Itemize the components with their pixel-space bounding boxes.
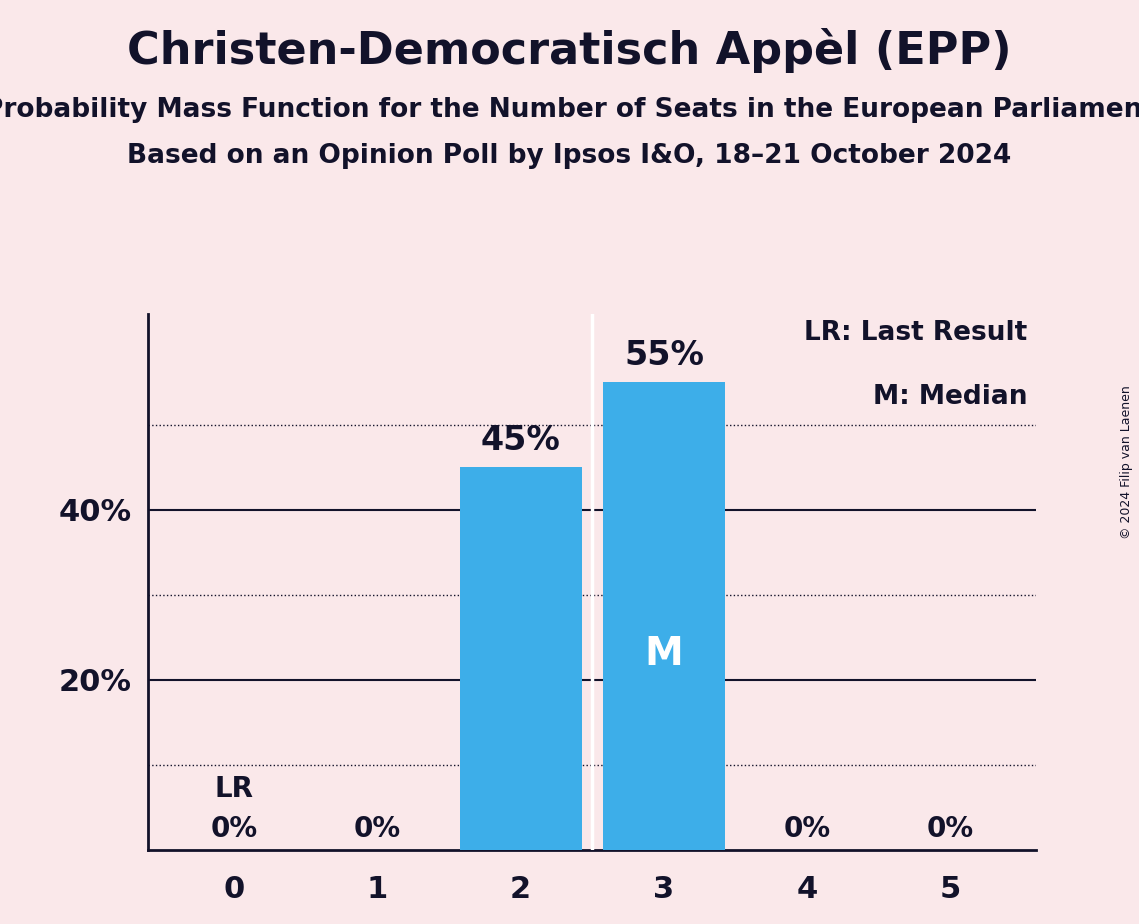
Text: LR: Last Result: LR: Last Result [804, 320, 1027, 346]
Bar [460, 468, 582, 850]
Text: Probability Mass Function for the Number of Seats in the European Parliament: Probability Mass Function for the Number… [0, 97, 1139, 123]
Text: M: M [645, 635, 683, 673]
Text: Based on an Opinion Poll by Ipsos I&O, 18–21 October 2024: Based on an Opinion Poll by Ipsos I&O, 1… [128, 143, 1011, 169]
Text: 45%: 45% [481, 424, 560, 457]
Text: 55%: 55% [624, 339, 704, 372]
Text: 0%: 0% [354, 815, 401, 844]
Text: Christen-Democratisch Appèl (EPP): Christen-Democratisch Appèl (EPP) [128, 28, 1011, 73]
Text: 0%: 0% [784, 815, 830, 844]
Text: © 2024 Filip van Laenen: © 2024 Filip van Laenen [1121, 385, 1133, 539]
Text: 0%: 0% [927, 815, 974, 844]
Text: M: Median: M: Median [874, 383, 1027, 410]
Text: LR: LR [214, 775, 254, 803]
Text: 0%: 0% [211, 815, 257, 844]
Bar [603, 383, 724, 850]
